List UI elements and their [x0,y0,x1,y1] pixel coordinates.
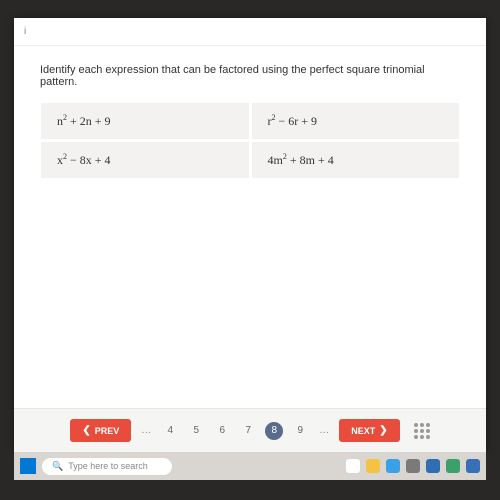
question-text: Identify each expression that can be fac… [40,64,460,88]
page-number[interactable]: 6 [213,422,231,440]
tray-icon[interactable] [386,459,400,473]
pager-ellipsis: … [139,425,153,436]
page-number[interactable]: 7 [239,422,257,440]
expression-cell[interactable]: 4m2 + 8m + 4 [251,141,461,179]
prev-button[interactable]: ❮ PREV [70,419,131,442]
expr-rest: + 8m + 4 [287,153,334,167]
prev-label: PREV [95,426,120,436]
search-icon: 🔍 [52,461,63,472]
next-label: NEXT [351,426,375,436]
expression-cell[interactable]: r2 − 6r + 9 [251,102,461,140]
pager-ellipsis: … [317,425,331,436]
tray-icon[interactable] [406,459,420,473]
next-button[interactable]: NEXT ❯ [339,419,399,442]
expression-cell[interactable]: x2 − 8x + 4 [40,141,250,179]
expr-rest: − 6r + 9 [276,114,318,128]
tray-icon[interactable] [426,459,440,473]
expression-cell[interactable]: n2 + 2n + 9 [40,102,250,140]
taskbar-search[interactable]: 🔍 Type here to search [42,458,172,475]
page-number[interactable]: 5 [187,422,205,440]
expr-rest: − 8x + 4 [67,153,111,167]
expr-var: m [274,153,283,167]
content-area: Identify each expression that can be fac… [14,46,486,408]
top-strip: i [14,18,486,46]
apps-grid-icon[interactable] [414,423,430,439]
taskbar-tray [346,459,480,473]
tray-icon[interactable] [346,459,360,473]
info-indicator: i [24,26,26,37]
page-number[interactable]: 4 [161,422,179,440]
chevron-right-icon: ❯ [379,425,387,436]
page-number[interactable]: 9 [291,422,309,440]
app-window: i Identify each expression that can be f… [14,18,486,452]
expr-rest: + 2n + 9 [67,114,111,128]
page-number-active[interactable]: 8 [265,422,283,440]
tray-icon[interactable] [366,459,380,473]
search-placeholder: Type here to search [68,461,148,471]
expression-grid: n2 + 2n + 9 r2 − 6r + 9 x2 − 8x + 4 4m2 … [40,102,460,179]
pager-bar: ❮ PREV … 4 5 6 7 8 9 … NEXT ❯ [14,408,486,452]
chevron-left-icon: ❮ [82,425,90,436]
tray-icon[interactable] [466,459,480,473]
start-button[interactable] [20,458,36,474]
tray-icon[interactable] [446,459,460,473]
taskbar: 🔍 Type here to search [14,452,486,480]
